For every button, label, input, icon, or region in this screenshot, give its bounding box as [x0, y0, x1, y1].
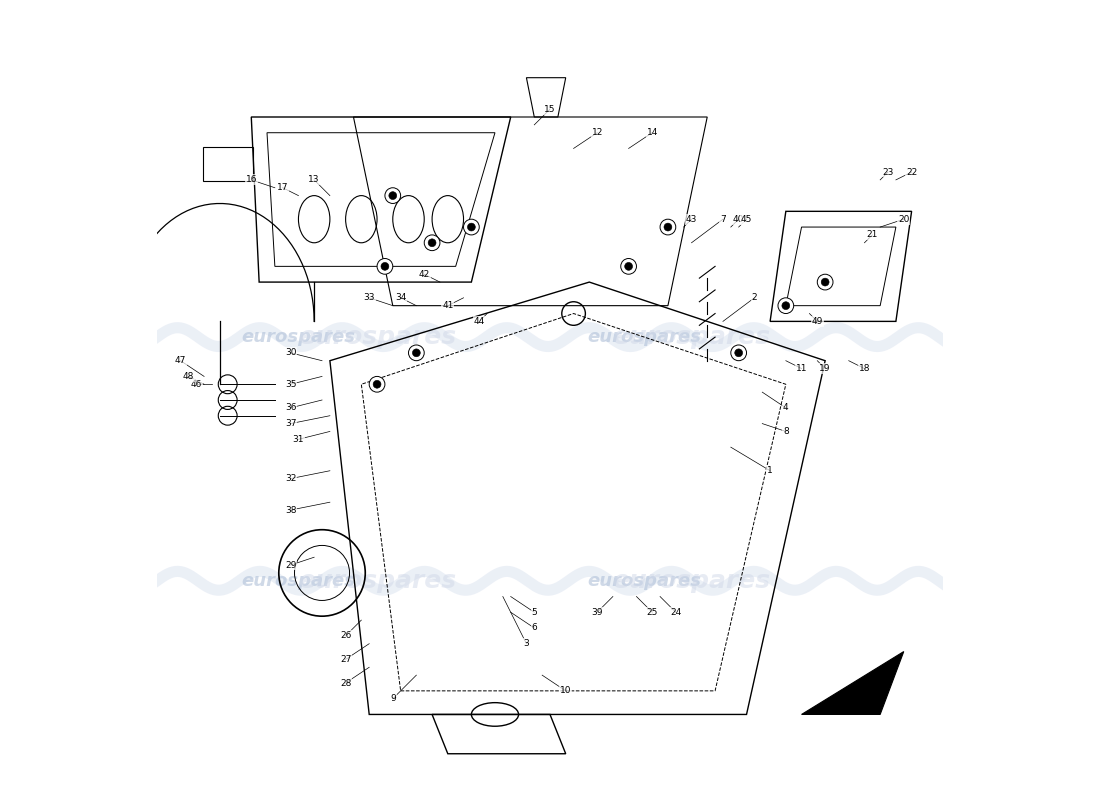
- Text: 32: 32: [285, 474, 296, 483]
- Text: 38: 38: [285, 506, 296, 514]
- Text: 6: 6: [531, 623, 537, 633]
- Circle shape: [388, 192, 397, 199]
- Text: 39: 39: [592, 608, 603, 617]
- Circle shape: [381, 262, 388, 270]
- Circle shape: [425, 235, 440, 250]
- Text: 49: 49: [812, 317, 823, 326]
- Circle shape: [778, 298, 794, 314]
- Text: eurospares: eurospares: [613, 325, 771, 349]
- Text: 35: 35: [285, 380, 296, 389]
- Text: 46: 46: [190, 380, 202, 389]
- Text: eurospares: eurospares: [298, 325, 456, 349]
- Text: 31: 31: [293, 435, 305, 444]
- Text: 45: 45: [740, 214, 752, 224]
- Text: 47: 47: [175, 356, 186, 365]
- Text: 2: 2: [751, 294, 757, 302]
- Text: 33: 33: [363, 294, 375, 302]
- Circle shape: [468, 223, 475, 231]
- Text: 7: 7: [720, 214, 726, 224]
- Text: 13: 13: [308, 175, 320, 184]
- Text: 21: 21: [867, 230, 878, 239]
- Text: 23: 23: [882, 167, 893, 177]
- Text: 11: 11: [795, 364, 807, 373]
- Circle shape: [817, 274, 833, 290]
- Circle shape: [664, 223, 672, 231]
- Text: eurospares: eurospares: [241, 572, 355, 590]
- Text: 36: 36: [285, 403, 296, 412]
- Text: 1: 1: [767, 466, 773, 475]
- Text: 26: 26: [340, 631, 351, 640]
- Circle shape: [370, 377, 385, 392]
- Text: 41: 41: [442, 301, 453, 310]
- Circle shape: [412, 349, 420, 357]
- Text: 3: 3: [524, 639, 529, 648]
- Text: eurospares: eurospares: [241, 328, 355, 346]
- Text: 30: 30: [285, 348, 296, 358]
- Circle shape: [822, 278, 829, 286]
- Text: 44: 44: [474, 317, 485, 326]
- Text: 16: 16: [245, 175, 257, 184]
- Text: 12: 12: [592, 128, 603, 138]
- Text: 17: 17: [277, 183, 288, 192]
- Text: 43: 43: [685, 214, 697, 224]
- Text: 9: 9: [389, 694, 396, 703]
- Text: 29: 29: [285, 561, 296, 570]
- Text: 19: 19: [820, 364, 830, 373]
- Circle shape: [735, 349, 743, 357]
- Circle shape: [620, 258, 637, 274]
- Text: 18: 18: [859, 364, 870, 373]
- Text: 24: 24: [670, 608, 681, 617]
- Text: 28: 28: [340, 678, 351, 687]
- Circle shape: [782, 302, 790, 310]
- Text: 15: 15: [544, 105, 556, 114]
- Text: 14: 14: [647, 128, 658, 138]
- Circle shape: [377, 258, 393, 274]
- Text: 5: 5: [531, 608, 537, 617]
- Text: 48: 48: [183, 372, 194, 381]
- Text: 40: 40: [733, 214, 745, 224]
- Text: 8: 8: [783, 427, 789, 436]
- Circle shape: [660, 219, 675, 235]
- Circle shape: [373, 380, 381, 388]
- Circle shape: [730, 345, 747, 361]
- Text: 42: 42: [419, 270, 430, 278]
- Circle shape: [463, 219, 480, 235]
- Text: 10: 10: [560, 686, 572, 695]
- Circle shape: [408, 345, 425, 361]
- Text: eurospares: eurospares: [587, 328, 702, 346]
- Polygon shape: [802, 651, 904, 714]
- Text: 4: 4: [783, 403, 789, 412]
- Circle shape: [385, 188, 400, 203]
- Text: 37: 37: [285, 419, 296, 428]
- Circle shape: [428, 239, 436, 246]
- Text: eurospares: eurospares: [587, 572, 702, 590]
- Text: 22: 22: [906, 167, 917, 177]
- Text: 27: 27: [340, 655, 351, 664]
- Text: eurospares: eurospares: [613, 569, 771, 593]
- Text: 25: 25: [647, 608, 658, 617]
- Text: eurospares: eurospares: [298, 569, 456, 593]
- Text: 34: 34: [395, 294, 406, 302]
- Text: 20: 20: [898, 214, 910, 224]
- Circle shape: [625, 262, 632, 270]
